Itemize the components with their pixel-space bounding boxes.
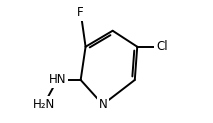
Text: HN: HN — [49, 73, 66, 86]
Text: N: N — [98, 98, 107, 111]
Text: H₂N: H₂N — [33, 98, 55, 111]
Text: F: F — [77, 6, 84, 19]
Text: Cl: Cl — [156, 40, 168, 53]
